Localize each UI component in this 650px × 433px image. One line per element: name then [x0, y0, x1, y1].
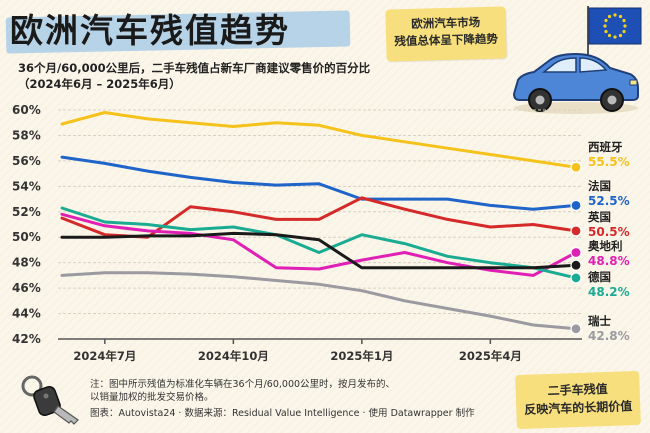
series-end-point-5	[570, 272, 582, 284]
footnote-line-2: 以销量加权的批发交易价格。	[90, 392, 214, 403]
y-tick-label: 46%	[12, 281, 41, 295]
series-end-point-1	[570, 161, 582, 173]
series-name-label: 西班牙	[588, 140, 623, 154]
y-tick-label: 56%	[12, 154, 41, 168]
car-keys-icon	[21, 375, 79, 425]
title-block: 欧洲汽车残值趋势	[5, 6, 351, 56]
x-tick-label: 2025年4月	[459, 349, 522, 363]
series-value-label: 50.5%	[588, 225, 630, 239]
footnote-line-1: 注：图中所示残值为标准化车辆在36个月/60,000公里时，按月发布的、	[90, 379, 396, 390]
series-end-point-2	[570, 199, 582, 212]
series-name-label: 英国	[587, 210, 611, 224]
x-tick-label: 2025年1月	[330, 349, 393, 363]
series-value-label: 42.8%	[588, 329, 630, 343]
subtitle-line-2: （2024年6月 – 2025年6月）	[18, 77, 181, 91]
series-value-label: 52.5%	[588, 194, 630, 208]
subtitle: 36个月/60,000公里后，二手车残值占新车厂商建议零售价的百分比 （2024…	[18, 60, 370, 92]
y-tick-label: 54%	[12, 179, 41, 193]
series-name-label: 法国	[588, 179, 611, 193]
series-line-5	[60, 206, 578, 280]
series-value-label: 55.5%	[588, 155, 630, 169]
series-end-point-3	[570, 225, 582, 237]
y-tick-label: 42%	[12, 332, 41, 346]
y-tick-label: 48%	[12, 256, 41, 270]
series-line-2	[60, 155, 578, 211]
y-tick-label: 52%	[12, 205, 41, 219]
series-line-1	[60, 111, 578, 169]
series-line-6	[60, 271, 578, 331]
page-title: 欧洲汽车残值趋势	[10, 11, 290, 50]
series-end-point-6	[570, 323, 582, 335]
subtitle-line-1: 36个月/60,000公里后，二手车残值占新车厂商建议零售价的百分比	[18, 61, 371, 75]
callout-bottom-line-2: 反映汽车的长期价值	[524, 399, 633, 417]
y-tick-label: 58%	[12, 128, 41, 142]
series-end-point-4	[570, 246, 582, 259]
eu-flag-icon	[587, 6, 642, 56]
series-name-label: 奥地利	[587, 239, 623, 253]
credits: 图表：Autovista24 · 数据来源：Residual Value Int…	[90, 408, 475, 419]
series-line-4	[60, 212, 578, 277]
series-value-label: 48.8%	[588, 254, 630, 268]
series-name-label: 瑞士	[588, 314, 611, 328]
series-name-label: 德国	[587, 270, 611, 284]
callout-long-term-value: 二手车残值 反映汽车的长期价值	[515, 370, 641, 430]
y-tick-label: 60%	[12, 103, 41, 117]
series-value-label: 48.2%	[588, 285, 630, 299]
footnote: 注：图中所示残值为标准化车辆在36个月/60,000公里时，按月发布的、 以销量…	[90, 378, 395, 404]
x-tick-label: 2024年10月	[198, 349, 269, 363]
series-line-7	[60, 231, 578, 270]
y-tick-label: 44%	[12, 307, 41, 321]
series-end-point-7	[570, 259, 582, 271]
x-tick-label: 2024年7月	[73, 349, 136, 363]
y-tick-label: 50%	[12, 230, 41, 244]
car-icon	[512, 52, 639, 114]
